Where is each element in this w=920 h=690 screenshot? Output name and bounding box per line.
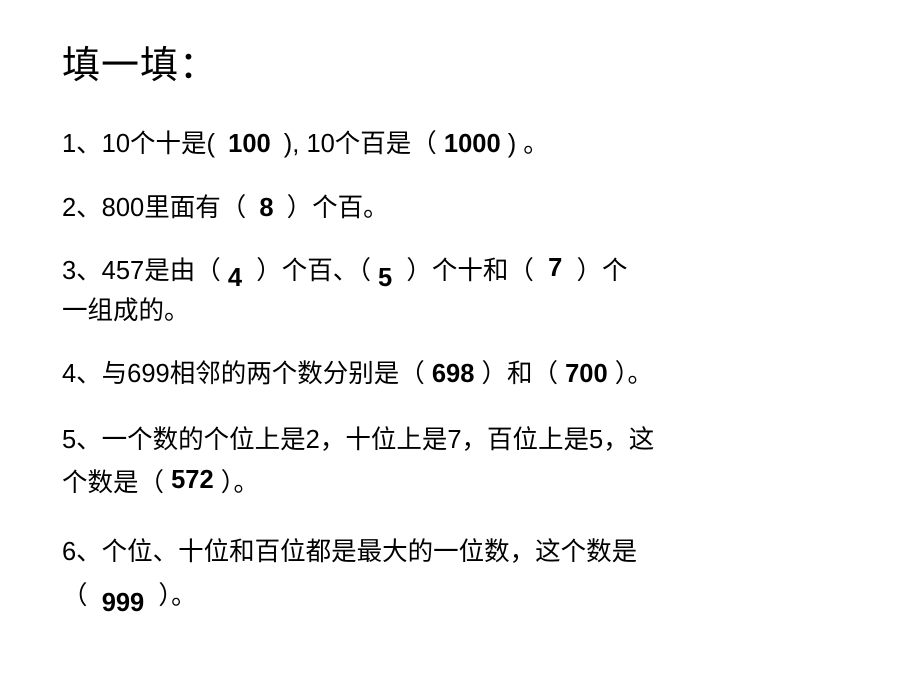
question-3: 3、457是由（ 4 ）个百、（ 5 ）个十和（ 7 ）个 一组成的。 xyxy=(62,252,874,331)
q2-text-b: ）个百。 xyxy=(287,194,389,222)
q6-text-a: 6、个位、十位和百位都是最大的一位数，这个数是 xyxy=(62,538,637,566)
q3-answer-2: 5 xyxy=(378,259,392,299)
question-1: 1、10个十是( 100 ), 10个百是（ 1000 ) 。 xyxy=(62,125,874,165)
q3-text-e: 一组成的。 xyxy=(62,297,190,325)
question-6: 6、个位、十位和百位都是最大的一位数，这个数是 （ 999 ）。 xyxy=(62,531,874,618)
q5-text-b: 个数是（ xyxy=(62,469,164,497)
q3-answer-3: 7 xyxy=(548,249,562,289)
q1-text-c: ) 。 xyxy=(508,130,549,158)
q1-answer-2: 1000 xyxy=(444,125,501,165)
q1-text-b: ), 10个百是（ xyxy=(284,130,437,158)
q4-answer-1: 698 xyxy=(432,355,475,395)
q5-text-a: 5、一个数的个位上是2，十位上是7，百位上是5，这 xyxy=(62,426,654,454)
q6-text-b: （ xyxy=(62,582,88,610)
worksheet-page: 填一填： 1、10个十是( 100 ), 10个百是（ 1000 ) 。 2、8… xyxy=(0,0,920,618)
q3-answer-1: 4 xyxy=(228,259,242,299)
q1-answer-1: 100 xyxy=(222,125,277,165)
question-5: 5、一个数的个位上是2，十位上是7，百位上是5，这 个数是（ 572 ）。 xyxy=(62,419,874,506)
q6-answer: 999 xyxy=(102,582,145,625)
q3-text-d: ）个 xyxy=(576,257,627,285)
question-2: 2、800里面有（ 8 ）个百。 xyxy=(62,189,874,229)
q5-answer: 572 xyxy=(171,459,214,502)
q2-text-a: 2、800里面有（ xyxy=(62,194,246,222)
q3-text-c: ）个十和（ xyxy=(406,257,534,285)
q4-answer-2: 700 xyxy=(565,355,608,395)
q4-text-b: ）和（ xyxy=(481,360,558,388)
q3-text-a: 3、457是由（ xyxy=(62,257,221,285)
q2-answer: 8 xyxy=(253,189,279,229)
question-4: 4、与699相邻的两个数分别是（ 698 ）和（ 700 ）。 xyxy=(62,355,874,395)
q6-text-c: ）。 xyxy=(158,582,196,610)
q3-text-b: ）个百、（ xyxy=(256,257,371,285)
page-title: 填一填： xyxy=(62,34,874,89)
q1-text-a: 1、10个十是( xyxy=(62,130,215,158)
q5-text-c: ）。 xyxy=(221,469,259,497)
q4-text-c: ）。 xyxy=(615,360,653,388)
q4-text-a: 4、与699相邻的两个数分别是（ xyxy=(62,360,425,388)
